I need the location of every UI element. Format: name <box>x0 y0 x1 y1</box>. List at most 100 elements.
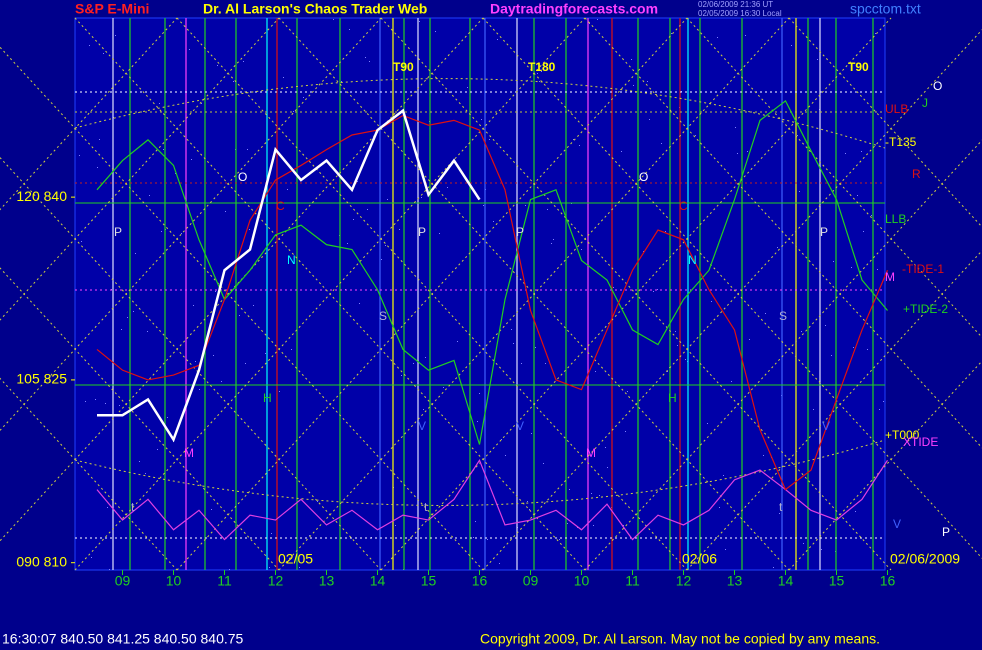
annotation: +TIDE-2 <box>903 302 948 316</box>
star <box>521 363 522 364</box>
star <box>243 61 244 62</box>
y-tick-label: 090 810 <box>16 553 67 569</box>
site: Daytradingforecasts.com <box>490 1 658 17</box>
star <box>139 461 140 462</box>
star <box>567 523 568 524</box>
star <box>551 243 552 244</box>
star <box>159 103 160 104</box>
star <box>347 243 348 244</box>
star <box>443 387 444 388</box>
star <box>665 231 666 232</box>
star <box>493 221 494 222</box>
star <box>745 35 746 36</box>
star <box>581 249 582 250</box>
star <box>717 37 718 38</box>
annotation: H <box>263 391 272 405</box>
star <box>425 357 426 358</box>
annotation: S <box>379 309 387 323</box>
star <box>217 65 218 66</box>
star <box>233 81 234 82</box>
x-tick-label: 09 <box>523 573 539 589</box>
star <box>777 247 778 248</box>
annotation: +T000 <box>885 428 920 442</box>
star <box>481 119 482 120</box>
star <box>649 119 650 120</box>
x-tick-label: 10 <box>166 573 182 589</box>
fan-line <box>176 17 688 571</box>
decorations <box>0 17 982 571</box>
time-ut: 02/06/2009 21:36 UT <box>698 0 773 9</box>
star <box>711 301 712 302</box>
annotation: M <box>586 446 596 460</box>
x-tick-label: 10 <box>574 573 590 589</box>
star <box>875 33 876 34</box>
fan-line <box>584 17 982 449</box>
star <box>501 439 502 440</box>
star <box>855 511 856 512</box>
star <box>291 349 292 350</box>
x-tick-label: 15 <box>421 573 437 589</box>
star <box>813 409 814 410</box>
star <box>633 85 634 86</box>
star <box>309 535 310 536</box>
star <box>97 167 98 168</box>
fan-line <box>380 17 892 571</box>
star <box>825 325 826 326</box>
annotation: V <box>893 517 901 531</box>
star <box>577 527 578 528</box>
star <box>271 533 272 534</box>
star <box>725 549 726 550</box>
star <box>85 401 86 402</box>
star <box>535 347 536 348</box>
star <box>121 329 122 330</box>
star <box>735 127 736 128</box>
annotation: M <box>885 270 895 284</box>
star <box>195 361 196 362</box>
annotation: t <box>131 500 135 514</box>
series-line <box>96 99 888 445</box>
star <box>791 45 792 46</box>
annotation: N <box>287 253 296 267</box>
star <box>135 253 136 254</box>
star <box>657 289 658 290</box>
star <box>189 49 190 50</box>
fan-line <box>788 17 982 228</box>
y-tick-label: 105 825 <box>16 371 67 387</box>
star <box>333 19 334 20</box>
y-tick-label: 120 840 <box>16 188 67 204</box>
star <box>357 181 358 182</box>
star <box>851 267 852 268</box>
series-line <box>97 108 481 443</box>
star <box>747 151 748 152</box>
star <box>303 97 304 98</box>
star <box>381 259 382 260</box>
star <box>599 495 600 496</box>
fan-line <box>74 17 586 571</box>
quote: 16:30:07 840.50 841.25 840.50 840.75 <box>2 631 244 647</box>
star <box>127 317 128 318</box>
annotation: T180 <box>528 60 556 74</box>
annotation: M <box>184 446 194 460</box>
star <box>643 251 644 252</box>
star <box>831 355 832 356</box>
star <box>161 231 162 232</box>
x-tick-label: 16 <box>880 573 896 589</box>
x-tick-label: 14 <box>778 573 794 589</box>
fan-line <box>278 17 790 571</box>
star <box>801 331 802 332</box>
x-tick-label: 16 <box>472 573 488 589</box>
star <box>677 345 678 346</box>
star <box>199 389 200 390</box>
star <box>105 403 106 404</box>
annotation: t <box>424 500 428 514</box>
star <box>79 155 80 156</box>
x-tick-label: 14 <box>370 573 386 589</box>
star <box>299 567 300 568</box>
star <box>719 507 720 508</box>
star <box>191 159 192 160</box>
star <box>883 401 884 402</box>
star <box>419 21 420 22</box>
star <box>737 153 738 154</box>
star <box>423 409 424 410</box>
